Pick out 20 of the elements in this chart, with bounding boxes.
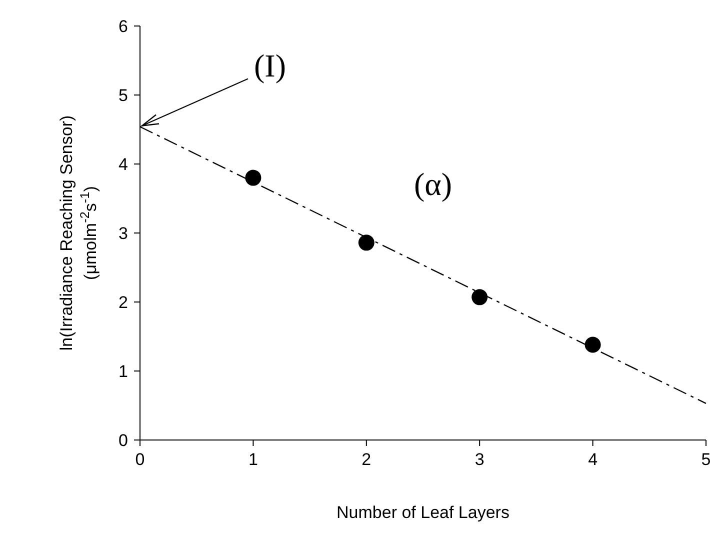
annotation: (I) [254,48,286,84]
point [245,170,262,186]
annotation: (α) [414,166,452,202]
point [358,234,374,251]
x-tick-label: 2 [362,450,372,469]
x-tick-label: 4 [588,450,598,469]
x-tick-label: 0 [135,450,145,469]
x-axis-title: Number of Leaf Layers [336,503,510,522]
x-tick-label: 5 [701,450,710,469]
x-tick-label: 1 [248,450,258,469]
y-tick-label: 4 [118,155,128,174]
y-tick-label: 5 [118,86,128,105]
point [584,336,601,353]
y-tick-label: 6 [118,17,128,36]
x-tick-label: 3 [474,450,484,469]
y-tick-label: 3 [118,224,128,243]
y-tick-label: 2 [118,293,128,312]
y-tick-label: 1 [118,362,128,381]
point [472,289,488,306]
y-tick-label: 0 [118,431,128,450]
